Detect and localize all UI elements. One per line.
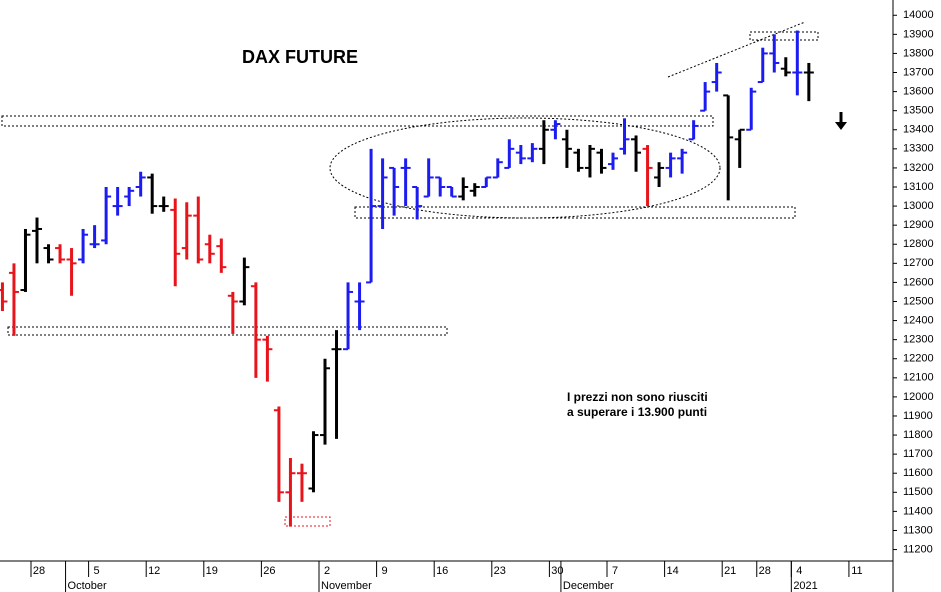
y-tick-label: 12500	[903, 295, 934, 307]
y-tick-label: 12300	[903, 334, 934, 346]
x-tick-label: 16	[436, 565, 448, 577]
y-tick-label: 13900	[903, 28, 934, 40]
y-tick-label: 13800	[903, 47, 934, 59]
top-band	[749, 31, 819, 41]
y-tick-label: 11400	[903, 505, 933, 517]
x-tick-label: 7	[612, 565, 618, 577]
y-tick-label: 12700	[903, 257, 934, 269]
x-tick-label: 30	[551, 565, 563, 577]
y-tick-label: 12400	[903, 314, 934, 326]
month-label: October	[68, 580, 107, 592]
x-tick-label: 2	[324, 565, 330, 577]
annotation: I prezzi non sono riusciti	[567, 390, 708, 404]
y-tick-label: 13000	[903, 200, 934, 212]
x-tick-label: 19	[206, 565, 218, 577]
y-tick-label: 12600	[903, 276, 934, 288]
y-tick-label: 11700	[903, 448, 933, 460]
x-tick-label: 28	[759, 565, 771, 577]
y-tick-label: 12900	[903, 219, 934, 231]
y-tick-label: 13300	[903, 143, 934, 155]
range-ellipse	[329, 117, 721, 219]
y-tick-label: 13200	[903, 162, 934, 174]
y-tick-label: 12100	[903, 372, 934, 384]
arrow-head	[835, 122, 847, 130]
y-tick-label: 12200	[903, 353, 934, 365]
arrow	[835, 112, 847, 130]
y-tick-label: 13700	[903, 66, 934, 78]
month-label: December	[563, 580, 614, 592]
x-tick-label: 21	[724, 565, 736, 577]
drawings	[1, 21, 819, 527]
x-tick-label: 4	[796, 565, 802, 577]
x-tick-label: 12	[148, 565, 160, 577]
y-tick-label: 13400	[903, 124, 934, 136]
y-tick-label: 11800	[903, 429, 933, 441]
y-tick-label: 11200	[903, 543, 933, 555]
y-tick-label: 11900	[903, 410, 933, 422]
y-tick-label: 14000	[903, 9, 934, 21]
chart-title: DAX FUTURE	[242, 47, 358, 67]
y-tick-label: 12000	[903, 391, 934, 403]
x-tick-label: 26	[263, 565, 275, 577]
support-band	[354, 206, 796, 219]
low-band	[284, 516, 331, 527]
x-tick-label: 5	[94, 565, 100, 577]
trend-line	[667, 21, 806, 78]
month-label: 2021	[793, 580, 817, 592]
y-tick-label: 13500	[903, 105, 934, 117]
y-tick-label: 12800	[903, 238, 934, 250]
y-tick-label: 11600	[903, 467, 933, 479]
month-label: November	[321, 580, 372, 592]
support-band	[7, 326, 448, 336]
x-tick-label: 28	[33, 565, 45, 577]
annotation: a superare i 13.900 punti	[567, 405, 707, 419]
y-tick-label: 11500	[903, 486, 933, 498]
x-tick-label: 9	[382, 565, 388, 577]
x-tick-label: 23	[494, 565, 506, 577]
x-tick-label: 14	[666, 565, 678, 577]
y-tick-label: 13600	[903, 85, 934, 97]
x-tick-label: 11	[851, 565, 862, 577]
y-tick-label: 13100	[903, 181, 934, 193]
y-tick-label: 11300	[903, 524, 933, 536]
resistance-band	[1, 115, 714, 127]
